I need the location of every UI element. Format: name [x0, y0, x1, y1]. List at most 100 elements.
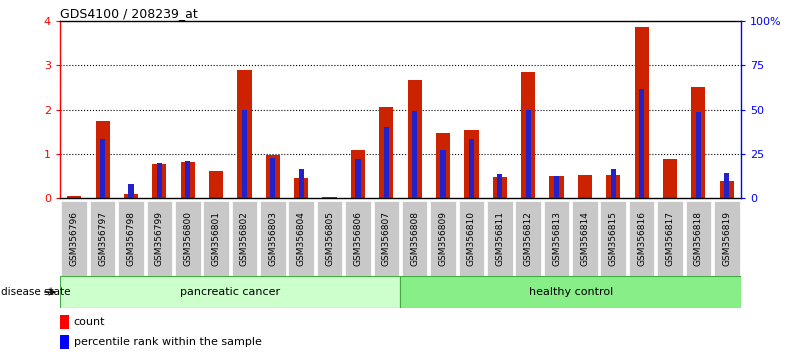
- Text: GSM356814: GSM356814: [581, 211, 590, 267]
- Text: GSM356802: GSM356802: [240, 211, 249, 267]
- Text: GSM356804: GSM356804: [296, 211, 306, 267]
- Bar: [436, 133, 450, 198]
- Bar: [400, 276, 741, 308]
- Bar: [578, 175, 592, 198]
- FancyBboxPatch shape: [572, 201, 598, 280]
- Bar: [696, 112, 701, 198]
- FancyBboxPatch shape: [686, 201, 711, 280]
- Text: GSM356808: GSM356808: [410, 211, 419, 267]
- FancyBboxPatch shape: [629, 201, 654, 280]
- FancyBboxPatch shape: [260, 201, 286, 280]
- FancyBboxPatch shape: [62, 201, 87, 280]
- Bar: [185, 161, 191, 198]
- Bar: [497, 174, 502, 198]
- Bar: [237, 70, 252, 198]
- FancyBboxPatch shape: [459, 201, 484, 280]
- Bar: [441, 149, 445, 198]
- FancyBboxPatch shape: [90, 201, 115, 280]
- Text: GSM356818: GSM356818: [694, 211, 702, 267]
- Text: GSM356816: GSM356816: [637, 211, 646, 267]
- FancyBboxPatch shape: [147, 201, 172, 280]
- Text: disease state: disease state: [1, 287, 70, 297]
- Bar: [209, 171, 223, 198]
- Bar: [634, 27, 649, 198]
- Bar: [521, 72, 535, 198]
- Text: GSM356798: GSM356798: [127, 211, 135, 267]
- Bar: [152, 164, 167, 198]
- Text: GSM356819: GSM356819: [723, 211, 731, 267]
- FancyBboxPatch shape: [658, 201, 682, 280]
- Text: pancreatic cancer: pancreatic cancer: [180, 287, 280, 297]
- Text: GSM356810: GSM356810: [467, 211, 476, 267]
- FancyBboxPatch shape: [203, 201, 229, 280]
- Text: GSM356817: GSM356817: [666, 211, 674, 267]
- Text: GSM356796: GSM356796: [70, 211, 78, 267]
- Text: count: count: [74, 318, 105, 327]
- Text: GSM356806: GSM356806: [353, 211, 362, 267]
- Bar: [60, 276, 400, 308]
- Bar: [356, 159, 360, 198]
- Bar: [606, 175, 620, 198]
- Bar: [294, 178, 308, 198]
- Bar: [549, 176, 564, 198]
- Bar: [384, 127, 388, 198]
- Bar: [469, 139, 474, 198]
- Text: GSM356809: GSM356809: [439, 211, 448, 267]
- FancyBboxPatch shape: [345, 201, 371, 280]
- Bar: [128, 184, 134, 198]
- Bar: [67, 196, 82, 198]
- FancyBboxPatch shape: [714, 201, 739, 280]
- Bar: [413, 111, 417, 198]
- Bar: [299, 170, 304, 198]
- FancyBboxPatch shape: [402, 201, 428, 280]
- Bar: [691, 87, 706, 198]
- Bar: [124, 194, 138, 198]
- Text: GSM356800: GSM356800: [183, 211, 192, 267]
- Bar: [724, 173, 729, 198]
- FancyBboxPatch shape: [601, 201, 626, 280]
- Text: percentile rank within the sample: percentile rank within the sample: [74, 337, 262, 347]
- Text: GSM356805: GSM356805: [325, 211, 334, 267]
- Bar: [610, 170, 616, 198]
- Text: GSM356799: GSM356799: [155, 211, 164, 267]
- Bar: [242, 110, 247, 198]
- Text: GSM356812: GSM356812: [524, 211, 533, 267]
- FancyBboxPatch shape: [231, 201, 257, 280]
- Text: healthy control: healthy control: [529, 287, 613, 297]
- FancyBboxPatch shape: [515, 201, 541, 280]
- FancyBboxPatch shape: [430, 201, 456, 280]
- FancyBboxPatch shape: [119, 201, 143, 280]
- Text: GDS4100 / 208239_at: GDS4100 / 208239_at: [60, 7, 198, 20]
- Bar: [100, 138, 105, 198]
- Bar: [379, 107, 393, 198]
- Bar: [266, 155, 280, 198]
- Bar: [525, 110, 531, 198]
- FancyBboxPatch shape: [373, 201, 399, 280]
- Text: GSM356801: GSM356801: [211, 211, 220, 267]
- Bar: [719, 181, 734, 198]
- FancyBboxPatch shape: [487, 201, 513, 280]
- Text: GSM356797: GSM356797: [99, 211, 107, 267]
- Text: GSM356813: GSM356813: [552, 211, 561, 267]
- Bar: [408, 80, 422, 198]
- Bar: [465, 130, 478, 198]
- Bar: [639, 89, 644, 198]
- Bar: [60, 335, 69, 348]
- FancyBboxPatch shape: [175, 201, 200, 280]
- Bar: [351, 149, 365, 198]
- Text: GSM356803: GSM356803: [268, 211, 277, 267]
- Bar: [181, 162, 195, 198]
- Bar: [60, 315, 69, 329]
- Bar: [493, 177, 507, 198]
- Text: GSM356807: GSM356807: [382, 211, 391, 267]
- Bar: [270, 159, 276, 198]
- FancyBboxPatch shape: [288, 201, 314, 280]
- FancyBboxPatch shape: [544, 201, 570, 280]
- Text: GSM356811: GSM356811: [495, 211, 505, 267]
- Text: GSM356815: GSM356815: [609, 211, 618, 267]
- Bar: [554, 176, 559, 198]
- FancyBboxPatch shape: [317, 201, 342, 280]
- Bar: [95, 121, 110, 198]
- Bar: [663, 159, 677, 198]
- Bar: [157, 163, 162, 198]
